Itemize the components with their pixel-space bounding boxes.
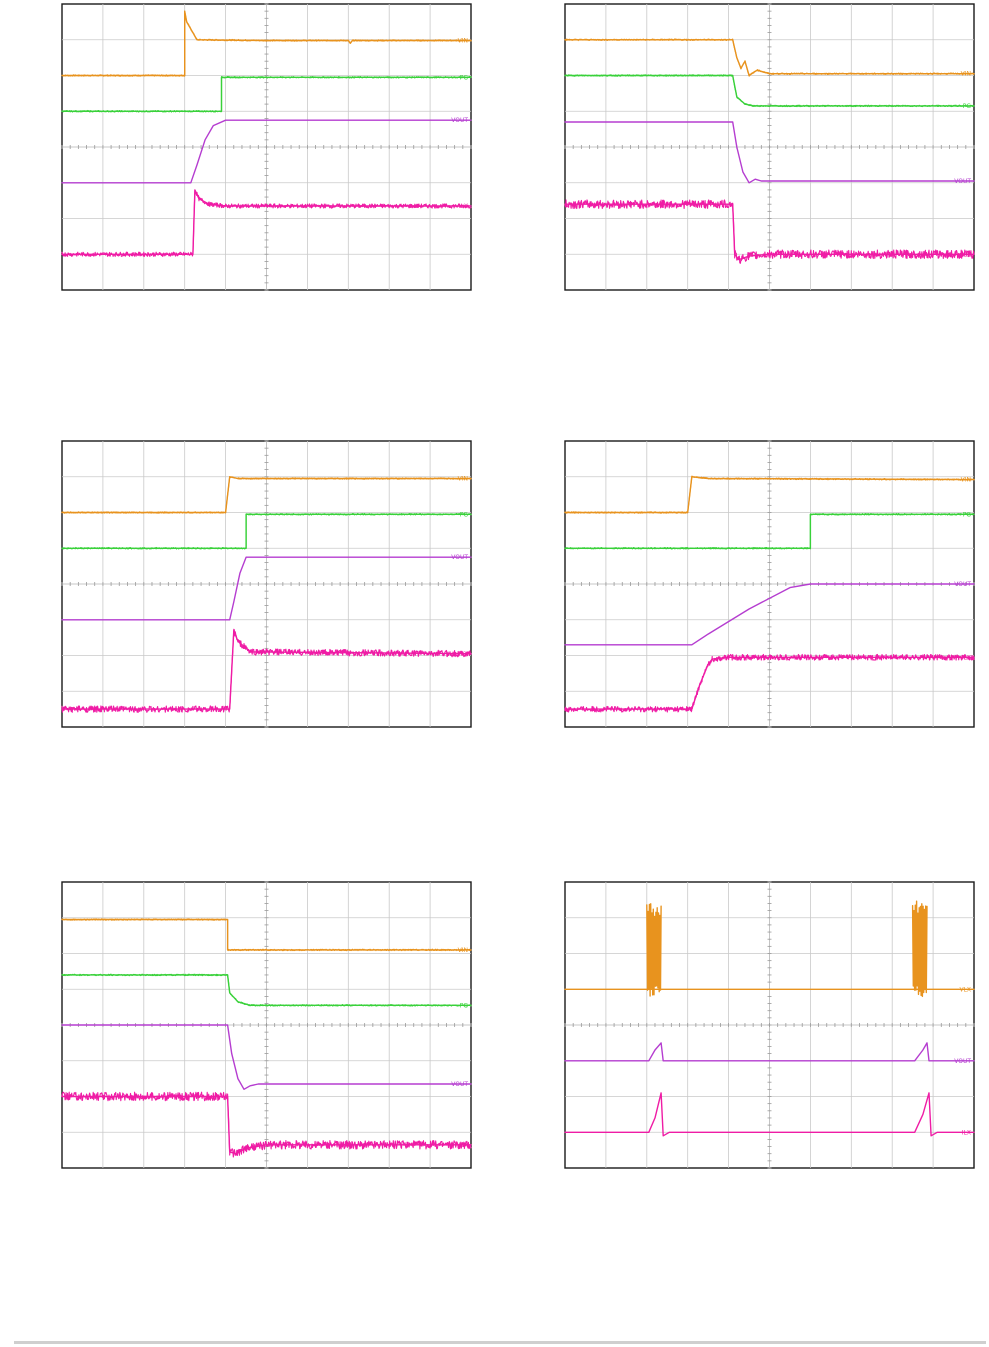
trace-ilx-ripple (564, 199, 975, 264)
channel-label-ilx: ILX (962, 654, 971, 661)
scope-plot: VIN PG VOUT ILX (61, 881, 472, 1169)
channel-label-ilx: ILX (962, 1129, 971, 1136)
trace-pg-ripple (564, 74, 975, 108)
scope-middle-left: VIN PG VOUT ILX (61, 440, 472, 728)
scope-bottom-right: VLX VOUT ILX (564, 881, 975, 1169)
scope-plot: VIN PG VOUT ILX (564, 3, 975, 291)
trace-vlx-burst (911, 900, 928, 998)
channel-label-vout: VOUT (451, 554, 468, 561)
channel-label-vout: VOUT (954, 581, 971, 588)
channel-label-pg: PG (460, 74, 469, 81)
trace-vout (61, 1024, 472, 1090)
channel-label-ilx: ILX (459, 1142, 468, 1149)
trace-ilx-ripple (61, 189, 472, 257)
channel-label-vin: VIN (961, 477, 971, 484)
trace-pg-ripple (61, 513, 472, 550)
scope-top-left: VIN PG VOUT ILX (61, 3, 472, 291)
trace-ilx-ripple (61, 1091, 472, 1158)
trace-pg-ripple (61, 973, 472, 1007)
scope-middle-right: VIN PG VOUT ILX (564, 440, 975, 728)
channel-label-vout: VOUT (954, 178, 971, 185)
trace-pg-ripple (564, 513, 975, 550)
trace-vin-ripple (61, 475, 472, 514)
channel-label-pg: PG (963, 103, 972, 110)
trace-vout (61, 119, 472, 184)
channel-label-vin: VIN (961, 71, 971, 78)
trace-vlx-burst (646, 903, 662, 997)
scope-plot: VLX VOUT ILX (564, 881, 975, 1169)
channel-label-pg: PG (460, 1002, 469, 1009)
channel-label-vout: VOUT (451, 117, 468, 124)
trace-ilx-ripple (61, 628, 472, 713)
channel-label-vout: VOUT (954, 1058, 971, 1065)
scope-top-right: VIN PG VOUT ILX (564, 3, 975, 291)
footer-rule (14, 1341, 986, 1344)
scope-plot: VIN PG VOUT ILX (61, 3, 472, 291)
scope-bottom-left: VIN PG VOUT ILX (61, 881, 472, 1169)
scope-plot: VIN PG VOUT ILX (564, 440, 975, 728)
trace-vin-ripple (61, 10, 472, 77)
channel-label-vin: VIN (458, 37, 468, 44)
channel-label-vlx: VLX (959, 986, 971, 993)
trace-vout (61, 556, 472, 621)
channel-label-ilx: ILX (962, 251, 971, 258)
trace-pg-ripple (61, 76, 472, 113)
channel-label-vin: VIN (458, 947, 468, 954)
scope-plot: VIN PG VOUT ILX (61, 440, 472, 728)
trace-vin-ripple (564, 38, 975, 77)
trace-vout (564, 121, 975, 184)
channel-label-pg: PG (460, 511, 469, 518)
channel-label-ilx: ILX (459, 203, 468, 210)
trace-vin-ripple (564, 475, 975, 514)
channel-label-pg: PG (963, 511, 972, 518)
trace-vout (564, 583, 975, 646)
trace-ilx-ripple (564, 653, 975, 713)
trace-vout (564, 1042, 975, 1062)
channel-label-vout: VOUT (451, 1081, 468, 1088)
trace-ilx (564, 1092, 975, 1137)
channel-label-vin: VIN (458, 476, 468, 483)
channel-label-ilx: ILX (459, 651, 468, 658)
trace-vin-ripple (61, 918, 472, 952)
